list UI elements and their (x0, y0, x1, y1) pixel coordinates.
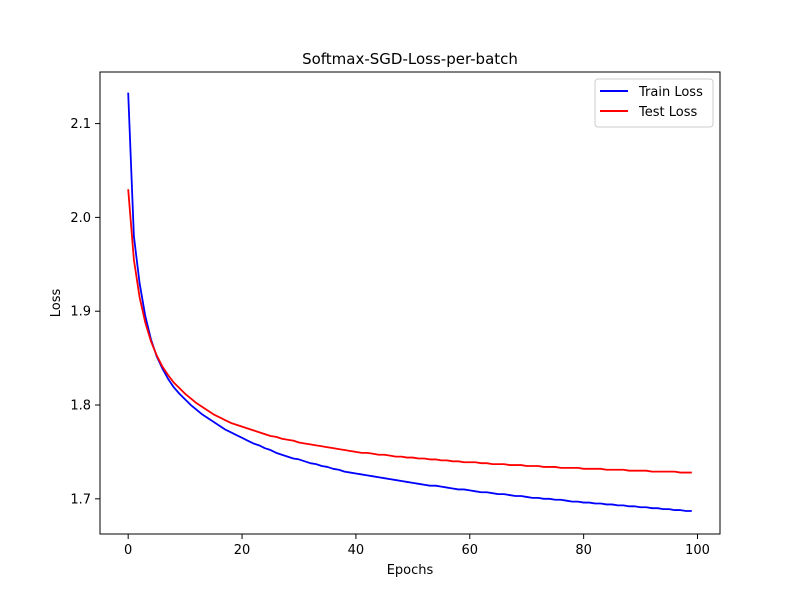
legend-label-train-loss: Train Loss (638, 85, 703, 100)
x-tick-label: 40 (348, 543, 365, 558)
y-axis-label: Loss (49, 289, 64, 318)
x-tick-label: 80 (575, 543, 592, 558)
series-layer (127, 92, 692, 512)
y-axis-ticks: 1.7 1.8 1.9 2.0 2.1 (70, 117, 100, 507)
y-tick-label: 1.9 (70, 305, 91, 320)
chart-title: Softmax-SGD-Loss-per-batch (302, 50, 518, 68)
x-tick-label: 0 (124, 543, 132, 558)
x-tick-label: 20 (234, 543, 251, 558)
x-tick-label: 100 (685, 543, 710, 558)
y-tick-label: 2.0 (70, 211, 91, 226)
series-line-train-loss (127, 92, 692, 512)
y-tick-label: 1.7 (70, 492, 91, 507)
x-axis-label: Epochs (387, 563, 434, 578)
plot-background (100, 72, 720, 534)
plot-area (99, 71, 721, 535)
series-line-test-loss (127, 189, 692, 474)
axes-frame (99, 71, 721, 535)
y-tick-label: 2.1 (70, 117, 91, 132)
legend-label-test-loss: Test Loss (638, 105, 697, 120)
x-tick-label: 60 (462, 543, 479, 558)
y-tick-label: 1.8 (70, 399, 91, 414)
legend: Train Loss Test Loss (594, 78, 714, 128)
x-axis-ticks: 0 20 40 60 80 100 (124, 534, 710, 558)
